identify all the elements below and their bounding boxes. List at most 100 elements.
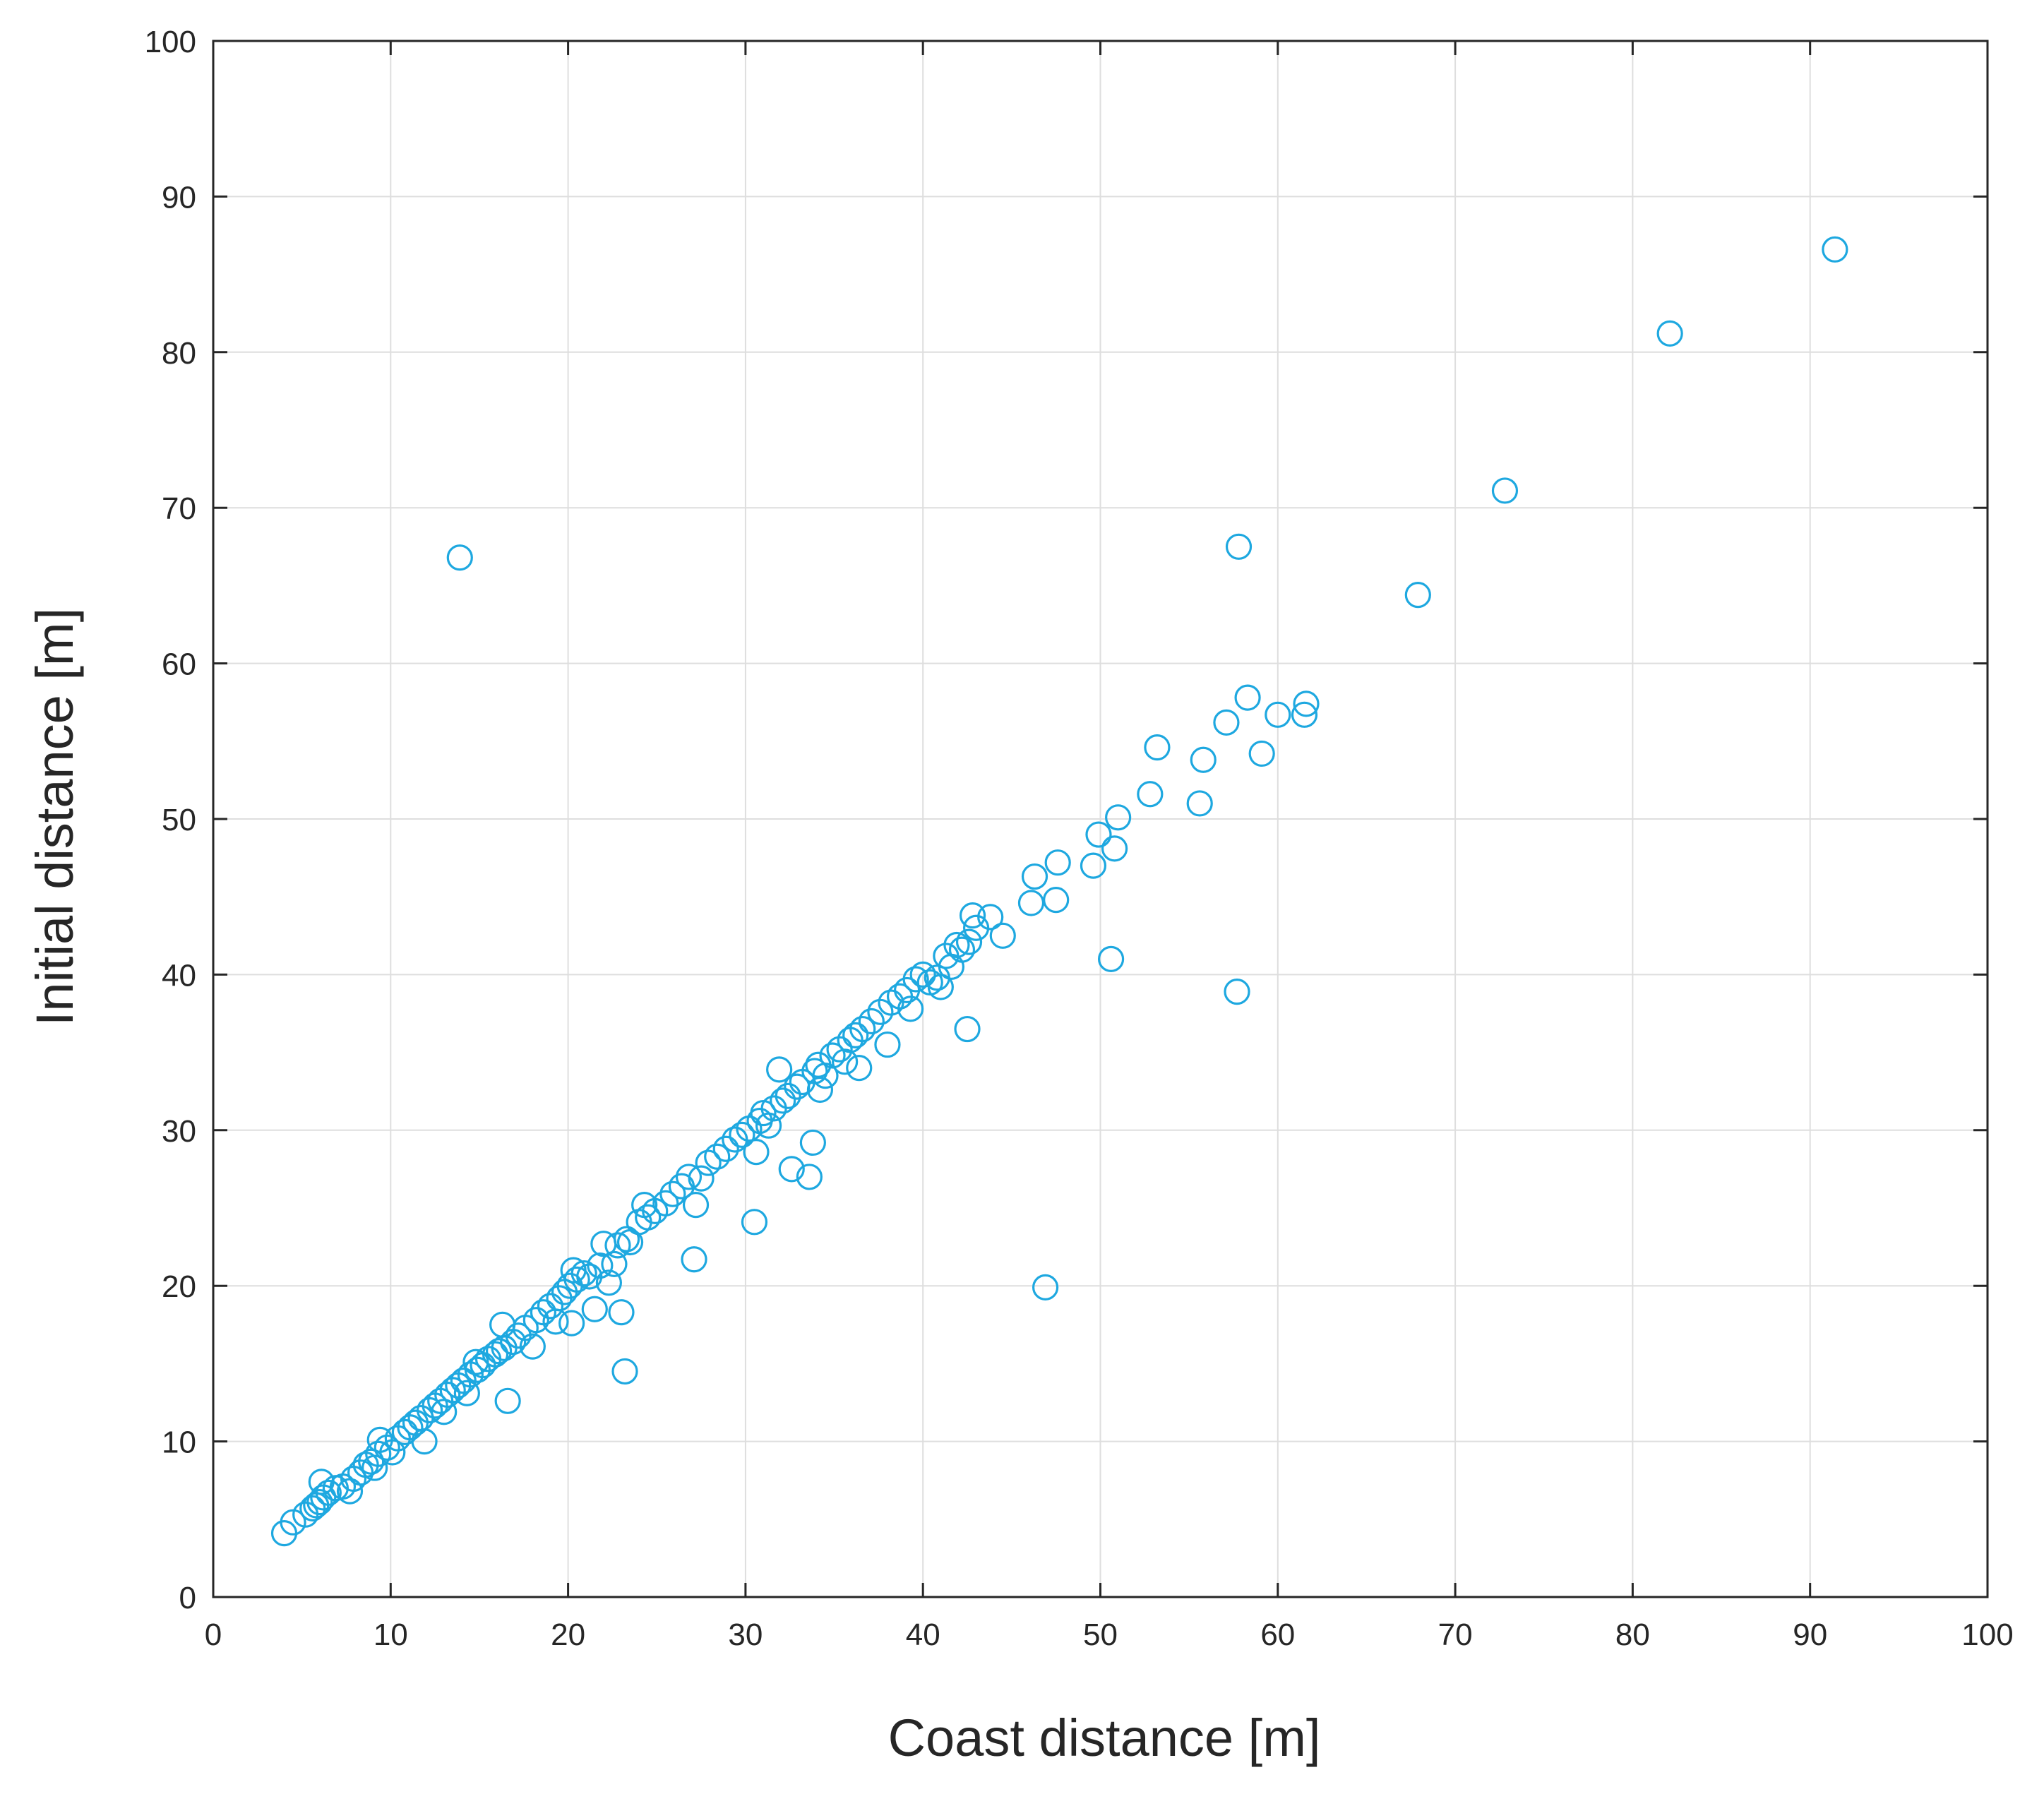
data-point [849, 1015, 876, 1043]
data-point [1186, 790, 1213, 817]
data-point [537, 1293, 564, 1320]
data-point [563, 1266, 590, 1293]
data-point [635, 1204, 662, 1231]
data-points [270, 236, 1848, 1547]
data-point [431, 1399, 458, 1425]
data-point [806, 1076, 834, 1104]
x-tick-label: 60 [1260, 1617, 1295, 1652]
x-tick-label: 0 [205, 1617, 222, 1652]
data-point [1032, 1274, 1059, 1301]
data-point [494, 1387, 521, 1414]
y-tick-label: 70 [162, 491, 196, 526]
data-point [519, 1333, 546, 1360]
data-point [902, 966, 929, 993]
data-point [819, 1042, 846, 1069]
x-tick-label: 30 [728, 1617, 763, 1652]
data-point [1491, 477, 1519, 504]
data-point [581, 1296, 608, 1322]
data-point [954, 1015, 981, 1043]
data-point [927, 974, 954, 1000]
data-point [1248, 740, 1275, 767]
data-point [411, 1428, 438, 1455]
data-point [1404, 582, 1431, 609]
data-point [1144, 734, 1171, 761]
data-point [675, 1164, 703, 1190]
axis-ticks [212, 40, 1989, 1598]
data-point [1017, 890, 1045, 916]
data-point [522, 1307, 549, 1334]
y-axis-label: Initial distance [m] [25, 608, 84, 1026]
x-tick-label: 70 [1438, 1617, 1473, 1652]
data-point [743, 1139, 770, 1166]
data-point [1190, 746, 1217, 773]
x-tick-label: 100 [1961, 1617, 2013, 1652]
data-point [482, 1341, 509, 1368]
data-point [846, 1055, 873, 1082]
data-point [379, 1439, 406, 1466]
data-point [897, 995, 924, 1022]
data-point [570, 1260, 597, 1287]
data-point [308, 1469, 335, 1495]
x-tick-label: 90 [1793, 1617, 1827, 1652]
data-point [766, 1056, 793, 1083]
data-point [668, 1173, 695, 1200]
data-point [1293, 690, 1320, 717]
data-point [778, 1156, 805, 1183]
data-point [989, 922, 1016, 949]
data-point [688, 1165, 715, 1192]
y-tick-label: 100 [145, 25, 196, 59]
tick-labels: 0 10 20 30 40 50 60 70 80 90 100 0 10 20 30 40 50 60 70 80 9… [145, 25, 2014, 1652]
data-point [955, 928, 983, 955]
x-tick-label: 80 [1615, 1617, 1650, 1652]
data-point [909, 961, 936, 988]
x-tick-label: 10 [373, 1617, 408, 1652]
y-tick-label: 80 [162, 336, 196, 371]
data-point [681, 1246, 707, 1273]
x-tick-label: 40 [906, 1617, 940, 1652]
data-point [1291, 701, 1318, 728]
data-point [775, 1082, 801, 1109]
data-point [1044, 849, 1071, 876]
data-point [306, 1488, 333, 1516]
data-point [1101, 835, 1128, 862]
y-tick-label: 50 [162, 803, 196, 837]
data-point [659, 1180, 686, 1207]
data-point [558, 1310, 585, 1336]
data-point [613, 1226, 640, 1252]
data-point [712, 1135, 739, 1162]
data-point [587, 1252, 614, 1279]
data-point [611, 1358, 638, 1385]
data-point [1265, 701, 1291, 728]
data-point [1080, 852, 1107, 879]
x-tick-label: 50 [1083, 1617, 1118, 1652]
data-point [770, 1087, 796, 1114]
data-point [874, 1031, 901, 1058]
data-point [489, 1311, 516, 1338]
data-point [358, 1448, 385, 1475]
data-point [1822, 236, 1848, 263]
x-axis-label: Coast distance [m] [888, 1709, 1321, 1767]
y-tick-label: 60 [162, 647, 196, 682]
y-tick-label: 30 [162, 1114, 196, 1149]
data-point [977, 904, 1004, 931]
data-point [1213, 709, 1240, 736]
data-point [601, 1250, 628, 1277]
data-point [608, 1299, 635, 1326]
data-point [682, 1191, 710, 1219]
data-point [1085, 821, 1112, 848]
y-tick-label: 40 [162, 958, 196, 993]
data-point [1097, 945, 1125, 972]
data-point [959, 902, 986, 929]
data-point [812, 1063, 839, 1089]
data-point [729, 1121, 755, 1149]
data-point [485, 1338, 513, 1365]
y-tick-label: 90 [162, 180, 196, 215]
data-point [453, 1380, 480, 1406]
data-point [402, 1409, 429, 1436]
data-point [1043, 887, 1070, 914]
data-point [652, 1190, 679, 1216]
data-point [858, 1007, 885, 1035]
data-point [943, 931, 970, 959]
